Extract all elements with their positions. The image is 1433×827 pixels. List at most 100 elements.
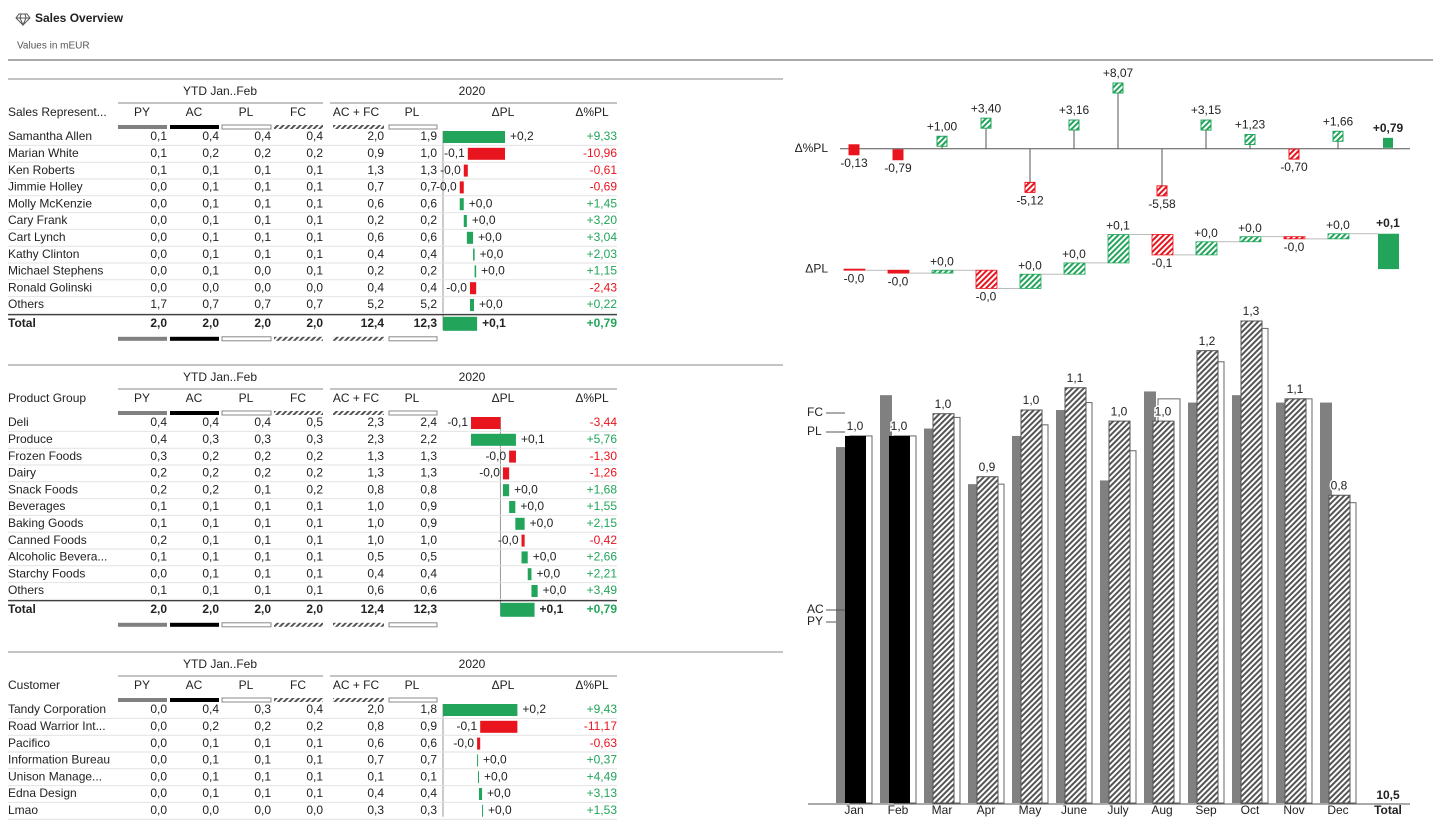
delta-pct: +3,49: [587, 583, 618, 597]
cell: 0,7: [367, 180, 384, 194]
cell: 0,0: [150, 753, 167, 767]
legend-swatch: [274, 622, 323, 627]
legend-swatch: [274, 125, 323, 129]
cell: 0,2: [150, 466, 167, 480]
cell: 0,4: [420, 280, 437, 294]
cell: 0,1: [306, 769, 323, 783]
axis-label: ΔPL: [805, 261, 828, 275]
cell: 0,5: [367, 550, 384, 564]
column-header: Sales Represent...: [8, 105, 107, 119]
delta-label: -0,0: [498, 533, 519, 547]
column-header: FC: [290, 678, 306, 692]
cell: 0,2: [202, 466, 219, 480]
row-name: Tandy Corporation: [8, 702, 106, 716]
legend-swatch: [170, 336, 219, 341]
delta-pct: -1,30: [590, 449, 618, 463]
bar: [1240, 320, 1263, 804]
delta-pct: +9,43: [587, 702, 618, 716]
value-label: 1,0: [1111, 404, 1128, 418]
bar: [1196, 350, 1219, 804]
delta-pct: -3,44: [590, 415, 618, 429]
cell: 0,1: [202, 550, 219, 564]
delta-label: +0,0: [533, 550, 557, 564]
cell: 0,1: [150, 129, 167, 143]
cell: 0,6: [420, 736, 437, 750]
column-header: PL: [405, 678, 420, 692]
gem-icon: [15, 13, 31, 27]
legend-label: PY: [807, 614, 823, 628]
cell: 0,1: [202, 786, 219, 800]
cell: 0,1: [150, 499, 167, 513]
column-header: Δ%PL: [575, 678, 609, 692]
column-header: PY: [134, 105, 150, 119]
cell: 0,9: [420, 499, 437, 513]
delta-pct: +2,66: [587, 550, 618, 564]
cell: 12,3: [414, 316, 438, 330]
value-label: -0,0: [1284, 240, 1305, 254]
value-label: 1,0: [891, 419, 908, 433]
cell: 0,1: [254, 736, 271, 750]
delta-label: +0,0: [520, 499, 544, 513]
cell: 0,1: [202, 247, 219, 261]
cell: 0,2: [306, 146, 323, 160]
cell: 0,1: [254, 753, 271, 767]
value-label: 1,2: [1199, 334, 1216, 348]
cell: 0,1: [254, 180, 271, 194]
row-name: Produce: [8, 432, 53, 446]
legend-swatch: [221, 697, 272, 703]
total-label: 10,5: [1376, 788, 1400, 802]
value-label: -0,79: [884, 161, 912, 175]
value-label: 1,1: [1067, 371, 1084, 385]
cell: 1,7: [150, 297, 167, 311]
legend-swatch: [170, 125, 219, 129]
waterfall-bar: [1327, 233, 1350, 240]
cell: 0,6: [420, 230, 437, 244]
delta-label: +0,0: [480, 247, 504, 261]
delta-bar: [443, 131, 505, 143]
legend-swatch: [274, 698, 323, 702]
delta-pct: +3,20: [587, 213, 618, 227]
cell: 0,1: [254, 769, 271, 783]
cell: 0,1: [150, 583, 167, 597]
delta-bar: [459, 181, 464, 194]
cell: 0,2: [202, 482, 219, 496]
cell: 0,1: [306, 499, 323, 513]
row-name: Lmao: [8, 803, 38, 817]
cell: 0,7: [420, 753, 437, 767]
column-header: Δ%PL: [575, 391, 609, 405]
cell: 0,1: [202, 180, 219, 194]
cell: 0,3: [254, 702, 271, 716]
cell: 0,2: [202, 719, 219, 733]
delta-label: -0,0: [440, 163, 461, 177]
row-name: Information Bureau: [8, 753, 110, 767]
cell: 0,4: [420, 786, 437, 800]
value-label: -0,0: [844, 271, 865, 285]
delta-bar: [480, 720, 518, 733]
delta-bar: [463, 164, 468, 177]
cell: 0,4: [420, 566, 437, 580]
delta-label: -0,1: [444, 146, 465, 160]
cell: 0,4: [306, 129, 323, 143]
cell: 1,0: [420, 533, 437, 547]
subtitle: Values in mEUR: [17, 41, 90, 52]
cell: 2,4: [420, 415, 437, 429]
legend-label: AC: [807, 602, 824, 616]
x-tick-label: Feb: [888, 803, 909, 817]
cell: 0,0: [150, 196, 167, 210]
value-label: 1,0: [1155, 404, 1172, 418]
legend-swatch: [333, 411, 384, 415]
row-name: Cart Lynch: [8, 230, 66, 244]
delta-label: +0,0: [530, 516, 554, 530]
row-name: Molly McKenzie: [8, 196, 92, 210]
row-name: Beverages: [8, 499, 65, 513]
waterfall-bar: [1151, 234, 1174, 256]
delta-bar: [474, 265, 477, 278]
cell: 0,8: [367, 719, 384, 733]
legend-swatch: [118, 336, 167, 341]
pin-head: [1024, 181, 1036, 193]
bar: [1284, 398, 1307, 804]
value-label: +3,15: [1191, 103, 1222, 117]
legend-swatch: [333, 336, 384, 341]
cell: 1,0: [367, 499, 384, 513]
delta-pct: +0,22: [587, 297, 618, 311]
